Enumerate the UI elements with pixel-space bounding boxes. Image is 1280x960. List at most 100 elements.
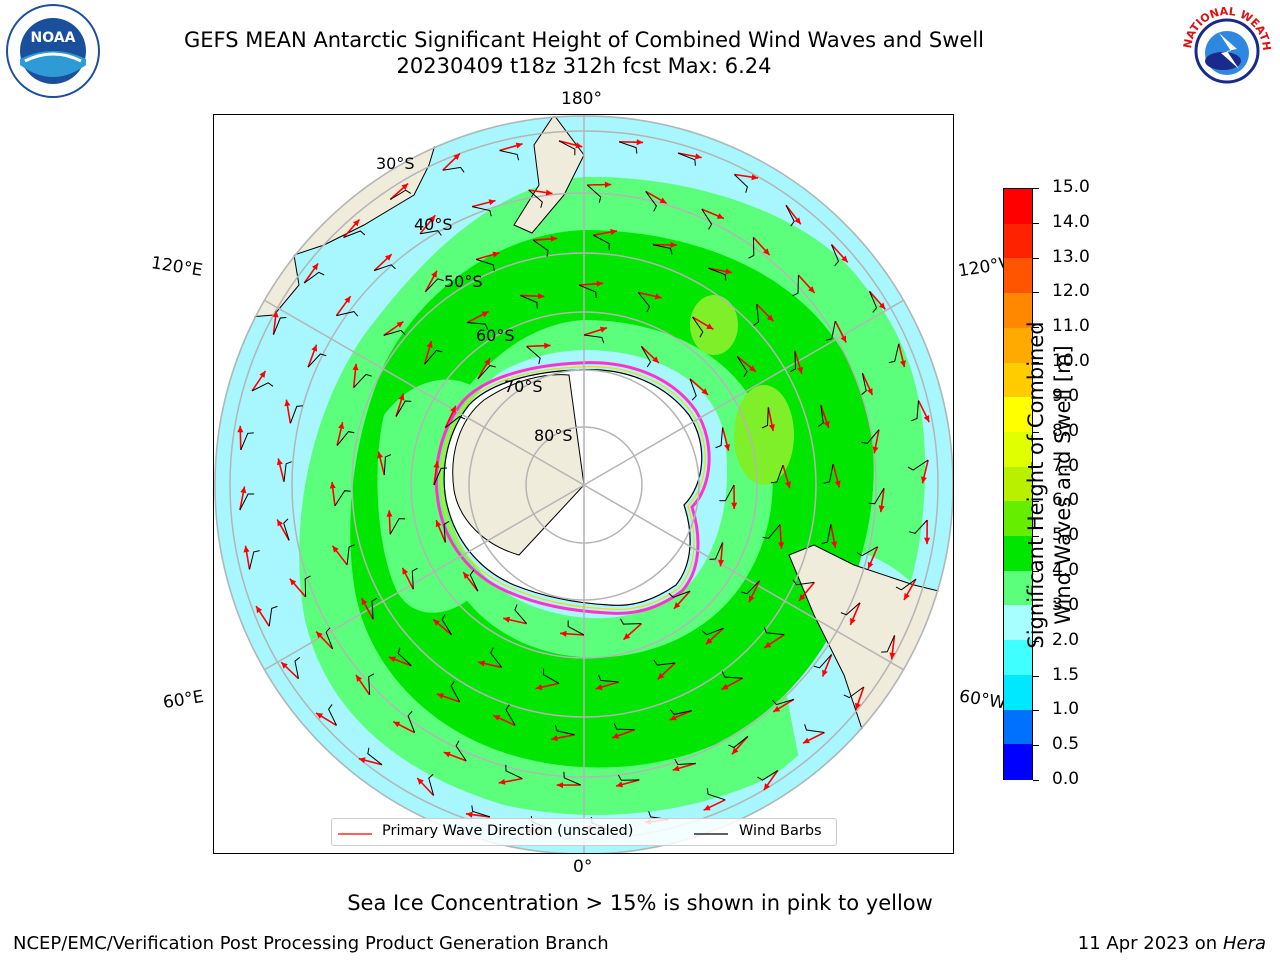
wave-arrow-head bbox=[560, 630, 567, 637]
wave-arrow-head bbox=[329, 482, 336, 489]
colorbar-tick-label: 13.0 bbox=[1052, 246, 1090, 267]
wave-arrow-head bbox=[701, 388, 709, 395]
wave-arrow-head bbox=[484, 358, 490, 366]
wind-barb bbox=[734, 174, 748, 193]
wave-arrow-head bbox=[773, 706, 781, 712]
wind-barb bbox=[472, 206, 492, 217]
wind-barb bbox=[294, 657, 301, 679]
colorbar-segment bbox=[1004, 189, 1032, 225]
wave-arrow-head bbox=[276, 458, 283, 466]
colorbar-tick bbox=[1033, 780, 1039, 781]
wave-arrow-head bbox=[612, 732, 620, 739]
wind-barb bbox=[334, 490, 351, 507]
wave-arrow-head bbox=[435, 520, 442, 528]
wind-barb bbox=[239, 493, 255, 511]
wave-arrow-head bbox=[669, 714, 677, 721]
wave-arrow-head bbox=[596, 280, 604, 287]
wave-arrow-head bbox=[575, 142, 583, 149]
wind-barb bbox=[490, 647, 502, 668]
wave-arrow-head bbox=[716, 213, 724, 219]
wave-arrow-head bbox=[398, 393, 405, 401]
wind-barb bbox=[520, 294, 538, 309]
wind-barb bbox=[433, 467, 448, 486]
wave-arrow-head bbox=[429, 215, 436, 222]
map-boundary bbox=[214, 115, 953, 853]
wind-barb bbox=[583, 334, 605, 344]
wave-arrow-head bbox=[751, 174, 759, 181]
wave-arrow-head bbox=[924, 537, 931, 545]
wave-arrow-head bbox=[778, 542, 785, 549]
wave-arrow-head bbox=[240, 486, 247, 494]
wave-arrow-head bbox=[436, 693, 444, 699]
wave-arrow-head bbox=[377, 451, 383, 459]
wave-arrow-head bbox=[731, 502, 738, 509]
wind-barb bbox=[289, 405, 303, 424]
wind-barb bbox=[869, 291, 878, 313]
wave-arrow-head bbox=[237, 425, 244, 433]
colorbar-tick bbox=[1033, 362, 1039, 364]
wind-barb bbox=[821, 524, 832, 545]
colorbar-segment bbox=[1004, 293, 1032, 329]
wave-arrow-head bbox=[763, 783, 770, 791]
wind-barb bbox=[533, 239, 549, 257]
wave-arrow-head bbox=[353, 219, 360, 227]
wave-arrow-head bbox=[393, 721, 401, 728]
colorbar-segment bbox=[1004, 744, 1032, 781]
colorbar bbox=[1003, 188, 1033, 781]
colorbar-tick-label: 8.0 bbox=[1052, 420, 1080, 441]
wind-barb bbox=[856, 546, 878, 557]
wave-arrow-head bbox=[768, 424, 775, 431]
wind-barb bbox=[555, 724, 575, 736]
wave-arrow-head bbox=[358, 757, 366, 764]
wave-arrow-head bbox=[402, 567, 409, 575]
wind-barb bbox=[411, 567, 418, 590]
wave-arrow-head bbox=[749, 365, 756, 372]
sea-ice-note: Sea Ice Concentration > 15% is shown in … bbox=[347, 891, 933, 915]
colorbar-tick-label: 14.0 bbox=[1052, 211, 1090, 232]
colorbar-tick bbox=[1033, 466, 1039, 468]
wind-barbs bbox=[239, 140, 929, 830]
wind-barb bbox=[790, 350, 797, 373]
wind-barb bbox=[652, 244, 673, 255]
wave-arrow-head bbox=[277, 519, 283, 527]
wind-barb bbox=[637, 292, 651, 313]
wave-arrow-head bbox=[312, 263, 319, 271]
wind-barb bbox=[240, 432, 254, 451]
wind-barb bbox=[467, 322, 489, 330]
colorbar-segment bbox=[1004, 640, 1032, 677]
wind-barb bbox=[909, 519, 928, 534]
wave-arrow-head bbox=[259, 370, 266, 378]
colorbar-tick-label: 11.0 bbox=[1052, 316, 1090, 337]
lat-label-50s: 50°S bbox=[444, 272, 483, 291]
wave-arrow-head bbox=[705, 637, 713, 645]
colorbar-segment bbox=[1004, 674, 1032, 711]
wind-barb bbox=[728, 735, 749, 749]
wind-barb bbox=[443, 520, 450, 543]
wave-arrow-head bbox=[463, 572, 470, 579]
wind-barb bbox=[558, 140, 576, 156]
colorbar-tick-label: 2.0 bbox=[1052, 629, 1080, 650]
map-legend: Primary Wave Direction (unscaled) Wind B… bbox=[331, 818, 837, 846]
wave-arrow-head bbox=[808, 286, 815, 293]
wave-arrow-head bbox=[672, 765, 680, 772]
wind-barb bbox=[477, 364, 496, 380]
colorbar-segment bbox=[1004, 605, 1032, 642]
colorbar-segment bbox=[1004, 536, 1032, 572]
wave-arrow-head bbox=[550, 235, 558, 242]
wind-barb bbox=[383, 454, 392, 475]
wind-barb bbox=[476, 258, 495, 271]
lon-label-120e: 120°E bbox=[149, 253, 204, 281]
wind-barb bbox=[762, 524, 781, 540]
wind-barb bbox=[911, 400, 919, 422]
wave-arrow-head bbox=[344, 296, 351, 304]
wind-barb bbox=[736, 356, 748, 378]
colorbar-tick-label: 1.5 bbox=[1052, 664, 1080, 685]
colorbar-tick bbox=[1033, 431, 1039, 433]
wave-arrow-head bbox=[785, 481, 791, 489]
madagascar-land bbox=[233, 764, 300, 806]
wave-arrow-head bbox=[703, 804, 711, 811]
wave-arrow-head bbox=[834, 480, 841, 488]
wind-barb bbox=[567, 620, 585, 636]
wind-barb bbox=[304, 575, 311, 597]
wave-arrow-head bbox=[289, 578, 297, 586]
